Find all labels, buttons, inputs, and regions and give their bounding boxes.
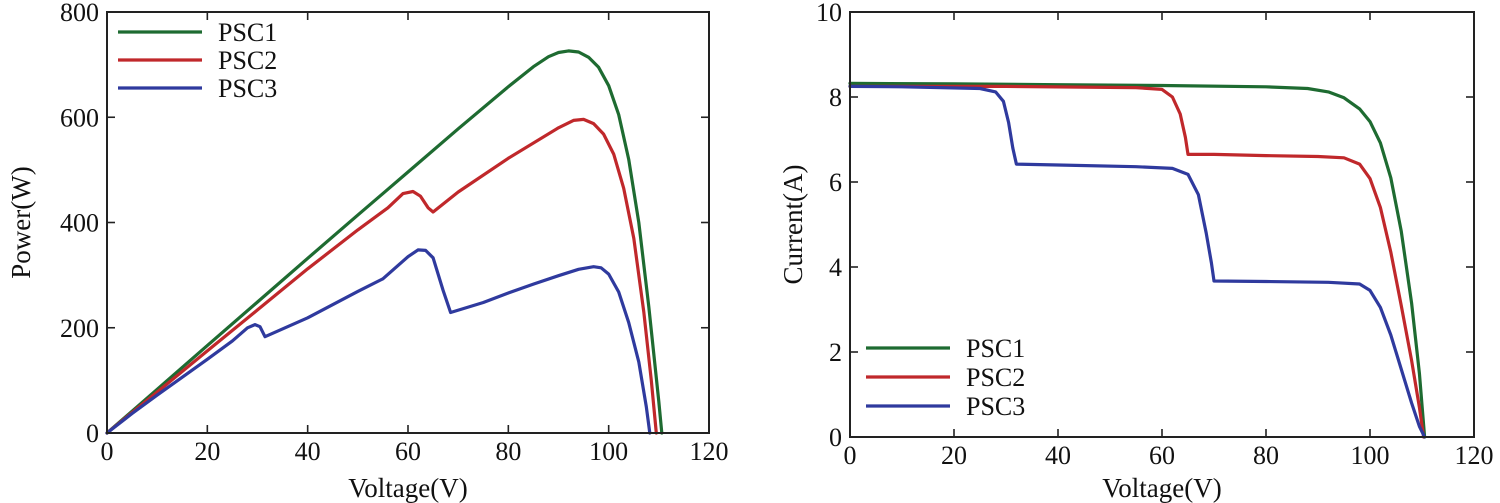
current-voltage-x-axis-title: Voltage(V) xyxy=(1102,473,1221,503)
current-voltage-y-tick-label: 10 xyxy=(816,0,842,27)
power-voltage-legend-label-psc1: PSC1 xyxy=(218,18,277,47)
current-voltage-y-tick-label: 4 xyxy=(829,253,842,282)
current-voltage-y-axis-title: Current(A) xyxy=(778,165,808,285)
current-voltage-axes-frame xyxy=(849,11,1475,438)
current-voltage-y-tick-label: 8 xyxy=(829,83,842,112)
current-voltage-x-tick-label: 20 xyxy=(941,441,967,470)
power-voltage-x-tick-label: 60 xyxy=(395,437,421,466)
current-voltage-x-tick-label: 60 xyxy=(1149,441,1175,470)
current-voltage-x-tick-label: 40 xyxy=(1045,441,1071,470)
power-voltage-legend-label-psc2: PSC2 xyxy=(218,46,277,75)
current-voltage-x-tick-label: 120 xyxy=(1455,441,1494,470)
power-voltage-x-tick-label: 20 xyxy=(194,437,220,466)
current-voltage-y-tick-label: 0 xyxy=(829,423,842,452)
current-voltage-y-tick-label: 6 xyxy=(829,168,842,197)
current-voltage-series-psc2 xyxy=(848,84,1426,439)
power-voltage-chart: 0 20 40 60 80 100 120 0 200 400 600 800 PSC1PSC2PSC3… xyxy=(6,0,729,503)
power-voltage-series-psc1 xyxy=(105,49,664,435)
power-voltage-y-tick-label: 800 xyxy=(60,0,99,27)
current-voltage-x-tick-label: 80 xyxy=(1253,441,1279,470)
power-voltage-x-tick-label: 100 xyxy=(589,437,628,466)
current-voltage-y-tick-label: 2 xyxy=(829,338,842,367)
power-voltage-series-psc3 xyxy=(105,248,652,435)
power-voltage-x-tick-label: 40 xyxy=(295,437,321,466)
power-voltage-y-tick-label: 200 xyxy=(60,314,99,343)
current-voltage-legend-label-psc3: PSC3 xyxy=(966,392,1025,421)
power-voltage-legend-label-psc3: PSC3 xyxy=(218,74,277,103)
current-voltage-x-tick-label: 0 xyxy=(844,441,857,470)
power-voltage-x-tick-label: 80 xyxy=(495,437,521,466)
power-voltage-y-tick-label: 0 xyxy=(86,419,99,448)
current-voltage-legend-label-psc2: PSC2 xyxy=(966,363,1025,392)
power-voltage-x-tick-label: 120 xyxy=(690,437,729,466)
power-voltage-x-axis-title: Voltage(V) xyxy=(348,473,467,503)
power-voltage-axes-frame xyxy=(106,11,710,434)
power-voltage-x-tick-label: 0 xyxy=(101,437,114,466)
current-voltage-legend-label-psc1: PSC1 xyxy=(966,334,1025,363)
power-voltage-y-tick-label: 400 xyxy=(60,209,99,238)
power-voltage-series-psc2 xyxy=(105,117,658,435)
current-voltage-series-psc1 xyxy=(848,81,1427,439)
power-voltage-y-axis-title: Power(W) xyxy=(6,166,36,278)
power-voltage-y-tick-label: 600 xyxy=(60,103,99,132)
current-voltage-x-tick-label: 100 xyxy=(1351,441,1390,470)
current-voltage-series-psc3 xyxy=(848,84,1427,439)
